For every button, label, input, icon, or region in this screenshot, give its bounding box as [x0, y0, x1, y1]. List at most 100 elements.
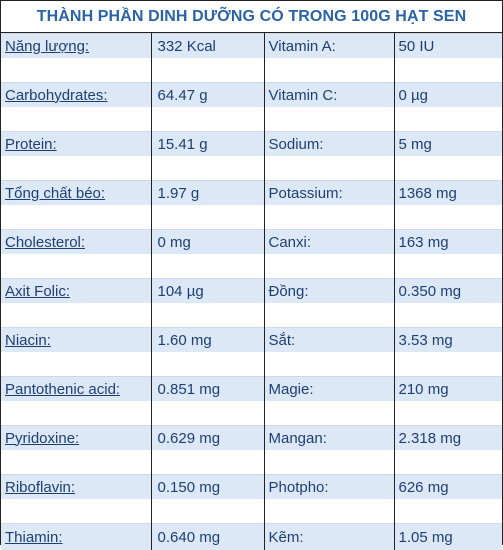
nutrient-name-right-cell: Canxi:: [264, 230, 394, 255]
nutrient-value-left: 1.60 mg: [158, 332, 212, 349]
spacer-cell: [1, 401, 151, 426]
spacer-row: [1, 352, 502, 377]
spacer-cell: [151, 352, 264, 377]
nutrient-value-left-cell: 0.851 mg: [151, 377, 264, 402]
nutrient-name-left: Axit Folic:: [5, 283, 70, 300]
nutrient-value-left-cell: 0.629 mg: [151, 426, 264, 451]
spacer-cell: [1, 352, 151, 377]
nutrient-value-left: 0.640 mg: [158, 529, 221, 546]
nutrient-name-left: Cholesterol:: [5, 234, 85, 251]
nutrient-name-right: Vitamin A:: [269, 38, 336, 55]
nutrient-name-right-cell: Sodium:: [264, 132, 394, 157]
nutrient-value-right: 0.350 mg: [399, 283, 462, 300]
nutrient-value-left-cell: 1.97 g: [151, 181, 264, 206]
nutrient-value-left-cell: 1.60 mg: [151, 328, 264, 353]
nutrient-value-left-cell: 0.640 mg: [151, 524, 264, 550]
spacer-row: [1, 58, 502, 83]
spacer-cell: [394, 401, 502, 426]
nutrient-name-left: Pantothenic acid:: [5, 381, 120, 398]
nutrient-value-left-cell: 0 mg: [151, 230, 264, 255]
nutrient-name-right-cell: Potassium:: [264, 181, 394, 206]
nutrient-name-right: Đồng:: [269, 283, 309, 300]
nutrient-value-left: 104 µg: [158, 283, 204, 300]
nutrient-value-right-cell: 210 mg: [394, 377, 502, 402]
nutrient-name-left-cell: Niacin:: [1, 328, 151, 353]
spacer-cell: [264, 303, 394, 328]
spacer-cell: [1, 499, 151, 524]
spacer-row: [1, 156, 502, 181]
nutrient-name-right-cell: Sắt:: [264, 328, 394, 353]
nutrient-name-right: Canxi:: [269, 234, 312, 251]
nutrient-name-right-cell: Kẽm:: [264, 524, 394, 550]
nutrient-value-right-cell: 1.05 mg: [394, 524, 502, 550]
nutrient-name-left-cell: Năng lượng:: [1, 34, 151, 59]
spacer-cell: [394, 254, 502, 279]
spacer-cell: [264, 499, 394, 524]
nutrient-value-left: 0.851 mg: [158, 381, 221, 398]
nutrient-name-left-cell: Carbohydrates:: [1, 83, 151, 108]
spacer-cell: [1, 58, 151, 83]
table-row: Axit Folic: 104 µg Đồng: 0.350 mg: [1, 279, 502, 304]
spacer-row: [1, 450, 502, 475]
spacer-cell: [264, 254, 394, 279]
nutrient-value-right: 0 µg: [399, 87, 429, 104]
nutrient-value-left-cell: 0.150 mg: [151, 475, 264, 500]
nutrient-value-left-cell: 104 µg: [151, 279, 264, 304]
nutrient-name-right: Sodium:: [269, 136, 324, 153]
nutrient-name-left: Riboflavin:: [5, 479, 75, 496]
nutrient-value-right: 210 mg: [399, 381, 449, 398]
spacer-row: [1, 107, 502, 132]
table-row: Pyridoxine: 0.629 mg Mangan: 2.318 mg: [1, 426, 502, 451]
spacer-row: [1, 401, 502, 426]
spacer-cell: [151, 107, 264, 132]
nutrient-name-right: Vitamin C:: [269, 87, 338, 104]
nutrient-name-right: Photpho:: [269, 479, 329, 496]
nutrient-value-left: 0.629 mg: [158, 430, 221, 447]
spacer-row: [1, 303, 502, 328]
nutrient-value-right-cell: 0 µg: [394, 83, 502, 108]
spacer-cell: [1, 205, 151, 230]
nutrient-value-right: 5 mg: [399, 136, 432, 153]
nutrient-value-right-cell: 626 mg: [394, 475, 502, 500]
nutrient-value-left: 64.47 g: [158, 87, 208, 104]
nutrient-name-right-cell: Đồng:: [264, 279, 394, 304]
spacer-cell: [151, 401, 264, 426]
nutrient-value-right: 163 mg: [399, 234, 449, 251]
nutrient-name-left: Pyridoxine:: [5, 430, 79, 447]
nutrient-name-right-cell: Mangan:: [264, 426, 394, 451]
nutrient-name-left-cell: Tổng chất béo:: [1, 181, 151, 206]
spacer-cell: [394, 205, 502, 230]
spacer-row: [1, 205, 502, 230]
nutrient-value-left: 1.97 g: [158, 185, 200, 202]
nutrient-value-right: 1.05 mg: [399, 529, 453, 546]
nutrient-name-right: Sắt:: [269, 332, 296, 349]
spacer-cell: [1, 254, 151, 279]
spacer-cell: [151, 450, 264, 475]
nutrient-name-right-cell: Magie:: [264, 377, 394, 402]
nutrient-name-right-cell: Vitamin A:: [264, 34, 394, 59]
spacer-row: [1, 499, 502, 524]
nutrient-name-right-cell: Vitamin C:: [264, 83, 394, 108]
spacer-cell: [394, 58, 502, 83]
nutrient-name-right: Kẽm:: [269, 529, 304, 546]
nutrient-value-right-cell: 163 mg: [394, 230, 502, 255]
nutrient-value-right: 2.318 mg: [399, 430, 462, 447]
table-row: Pantothenic acid: 0.851 mg Magie: 210 mg: [1, 377, 502, 402]
nutrient-value-left: 0 mg: [158, 234, 191, 251]
nutrient-value-left-cell: 15.41 g: [151, 132, 264, 157]
table-row: Niacin: 1.60 mg Sắt: 3.53 mg: [1, 328, 502, 353]
nutrient-value-right: 626 mg: [399, 479, 449, 496]
nutrient-name-left-cell: Cholesterol:: [1, 230, 151, 255]
spacer-cell: [264, 450, 394, 475]
nutrient-value-right: 3.53 mg: [399, 332, 453, 349]
spacer-cell: [264, 107, 394, 132]
nutrient-value-left: 0.150 mg: [158, 479, 221, 496]
spacer-cell: [151, 205, 264, 230]
nutrient-name-left: Năng lượng:: [5, 38, 89, 55]
nutrient-name-left: Niacin:: [5, 332, 51, 349]
